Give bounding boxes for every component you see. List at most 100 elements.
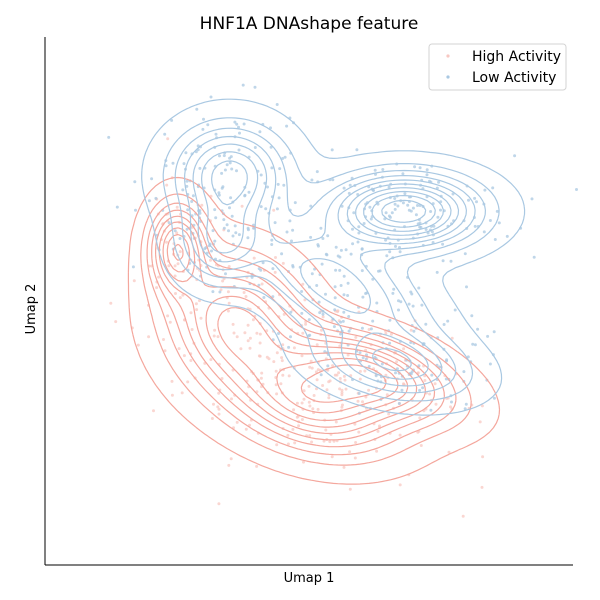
data-point	[272, 360, 276, 364]
data-point	[413, 165, 417, 169]
data-point	[107, 135, 111, 139]
data-point	[170, 379, 174, 383]
data-point	[167, 221, 171, 225]
data-point	[352, 211, 356, 215]
data-point	[258, 341, 262, 345]
data-point	[251, 318, 255, 322]
data-point	[411, 206, 415, 210]
data-point	[186, 208, 190, 212]
data-point	[433, 382, 437, 386]
data-point	[280, 252, 284, 256]
data-point	[293, 441, 297, 445]
data-point	[178, 237, 182, 240]
data-point	[174, 292, 177, 295]
data-point	[340, 204, 344, 208]
data-point	[227, 463, 231, 467]
data-point	[277, 332, 280, 335]
data-point	[289, 335, 292, 339]
data-point	[311, 407, 315, 411]
data-point	[247, 190, 251, 194]
data-point	[391, 291, 395, 295]
contour-line	[172, 243, 399, 414]
data-point	[231, 322, 235, 326]
data-point	[480, 404, 484, 408]
data-point	[308, 404, 312, 408]
data-point	[424, 228, 428, 231]
data-point	[246, 236, 250, 240]
x-axis-label: Umap 1	[284, 571, 335, 586]
data-point	[309, 204, 313, 208]
data-point	[238, 131, 241, 135]
data-point	[348, 183, 352, 187]
data-point	[435, 270, 439, 274]
data-point	[351, 242, 355, 246]
data-point	[384, 238, 388, 242]
data-point	[429, 210, 433, 213]
data-point	[275, 443, 279, 447]
data-point	[222, 218, 226, 222]
data-point	[339, 332, 343, 336]
contours-layer	[127, 98, 526, 485]
data-point	[342, 374, 346, 378]
data-point	[407, 302, 411, 306]
data-point	[181, 188, 185, 192]
data-point	[354, 441, 358, 444]
data-point	[304, 322, 308, 326]
data-point	[505, 234, 509, 238]
data-point	[224, 272, 227, 276]
data-point	[258, 332, 262, 336]
data-point	[339, 284, 343, 287]
series-points-0	[109, 137, 485, 518]
data-point	[424, 322, 428, 326]
data-point	[246, 339, 250, 343]
data-point	[213, 328, 217, 332]
data-point	[221, 279, 225, 283]
data-point	[356, 399, 360, 403]
data-point	[417, 364, 421, 368]
data-point	[341, 403, 344, 407]
data-point	[191, 194, 195, 198]
data-point	[280, 356, 284, 360]
data-point	[358, 351, 362, 355]
data-point	[230, 214, 234, 218]
data-point	[360, 269, 364, 273]
data-point	[300, 290, 304, 293]
data-point	[375, 449, 379, 453]
data-point	[282, 312, 286, 316]
legend-label-low-activity: Low Activity	[472, 70, 556, 86]
data-point	[384, 211, 388, 215]
data-point	[235, 169, 238, 173]
data-point	[182, 162, 186, 166]
data-point	[222, 226, 226, 230]
data-point	[198, 166, 202, 170]
data-point	[222, 154, 226, 158]
data-point	[244, 295, 248, 298]
data-point	[297, 424, 301, 428]
data-point	[373, 168, 377, 172]
data-point	[446, 319, 450, 323]
data-point	[259, 205, 263, 209]
data-point	[216, 335, 220, 339]
data-point	[357, 430, 361, 434]
data-point	[318, 311, 322, 315]
data-point	[463, 252, 467, 256]
data-point	[376, 429, 380, 433]
data-point	[319, 226, 323, 230]
contour-line	[162, 227, 418, 428]
data-point	[227, 265, 231, 268]
data-point	[278, 167, 282, 171]
data-point	[532, 255, 536, 259]
data-point	[358, 377, 362, 381]
data-point	[324, 428, 328, 432]
data-point	[482, 230, 486, 234]
data-point	[425, 173, 429, 177]
data-point	[316, 407, 320, 411]
data-point	[269, 126, 272, 130]
data-point	[180, 391, 184, 395]
data-point	[374, 374, 378, 378]
data-point	[227, 301, 231, 305]
data-point	[237, 148, 241, 152]
data-point	[316, 243, 320, 247]
data-point	[216, 405, 220, 409]
data-point	[388, 250, 392, 254]
